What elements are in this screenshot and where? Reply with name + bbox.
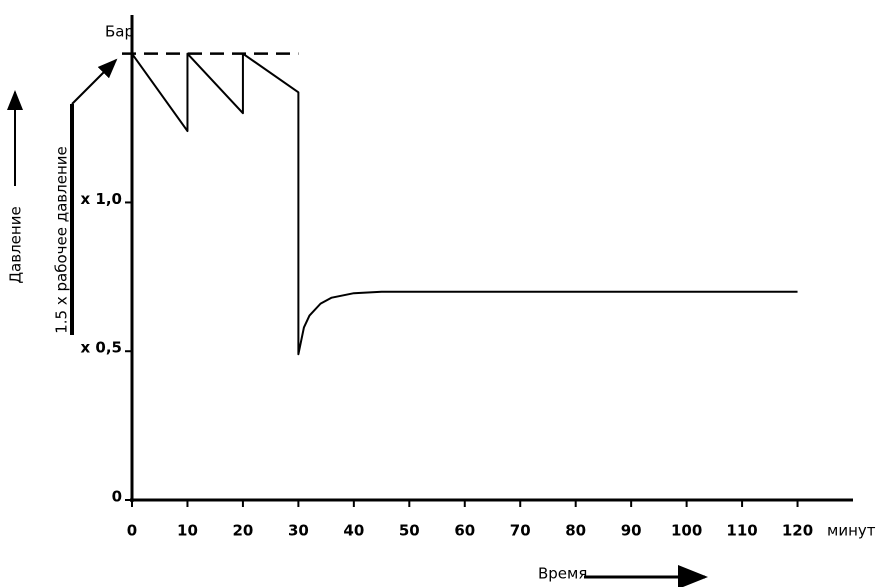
annotation: 1.5 x рабочее давление [53,146,71,334]
x-tick-label: 120 [782,522,813,540]
x-tick-label: 50 [399,522,420,540]
x-tick-label: 100 [671,522,702,540]
x-tick-label: 60 [454,522,475,540]
x-tick-label: 110 [726,522,757,540]
x-tick-label: 20 [232,522,253,540]
y-tick-label: x 0,5 [81,339,122,357]
y-label: Давление [7,206,25,283]
x-tick-label: 10 [177,522,198,540]
x-label: Время [538,565,587,583]
annotation-arrow [71,58,118,105]
y-unit: Бар [105,23,134,41]
x-tick-label: 70 [510,522,531,540]
y-tick-label: 0 [112,488,122,506]
data-line [131,52,798,356]
x-tick-label: 80 [565,522,586,540]
x-tick-label: 90 [621,522,642,540]
x-tick-label: 30 [288,522,309,540]
x-tick-label: 40 [343,522,364,540]
x-unit: минут [827,522,876,540]
x-tick-label: 0 [127,522,137,540]
y-tick-label: x 1,0 [81,190,122,208]
